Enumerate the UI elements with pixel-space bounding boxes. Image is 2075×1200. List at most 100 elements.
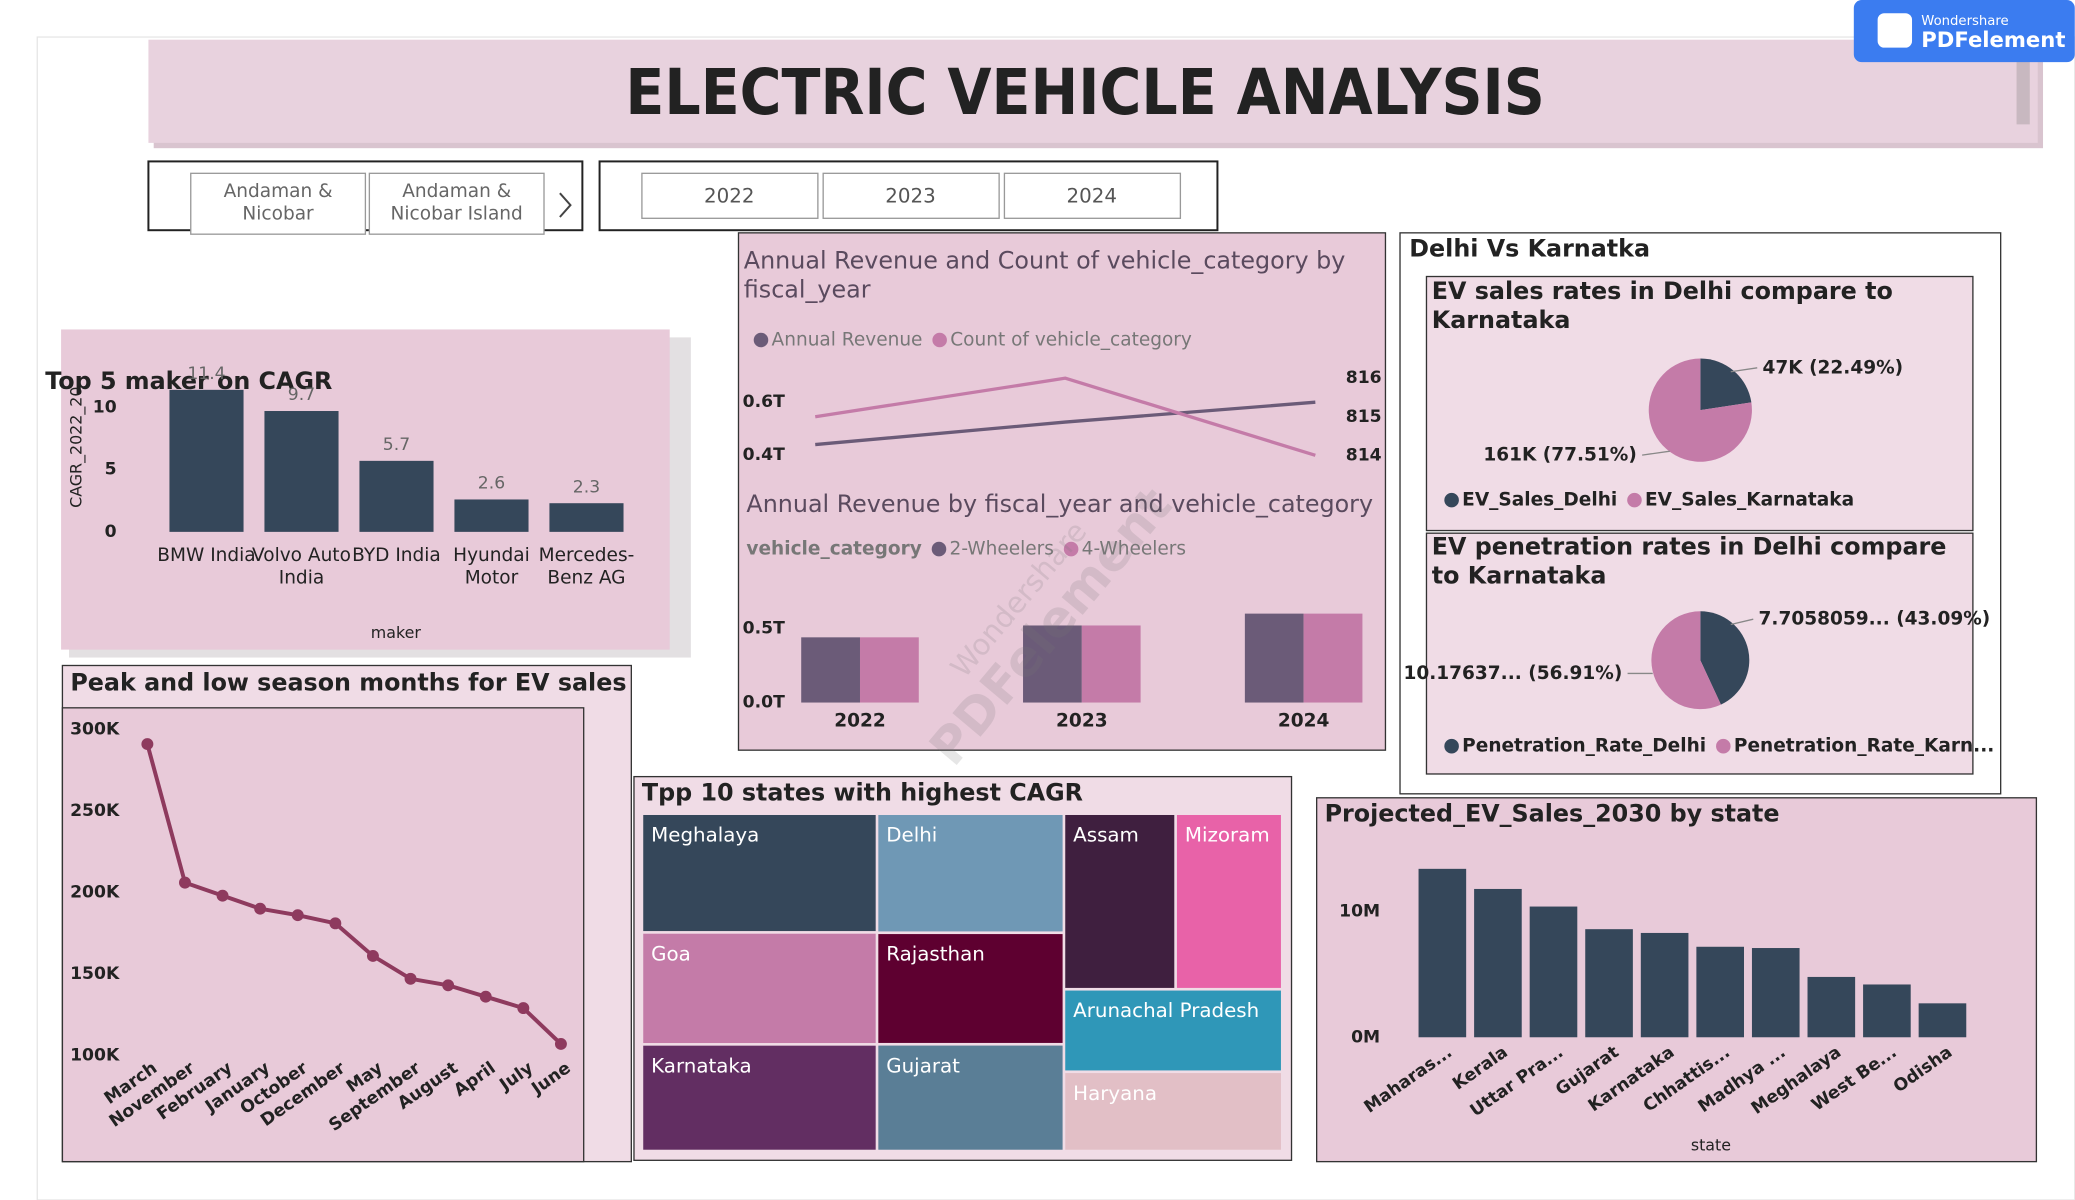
leader-line xyxy=(1642,450,1671,456)
y-tick-label: 815 xyxy=(1346,407,1382,427)
chart-title: Annual Revenue and Count of vehicle_cate… xyxy=(743,247,1346,304)
bar xyxy=(1585,929,1633,1038)
x-tick-label: 2024 xyxy=(1278,711,1330,732)
y-tick-label: 816 xyxy=(1346,368,1382,388)
point xyxy=(517,1002,530,1015)
y-tick-label: 0.5T xyxy=(743,618,785,638)
header-band xyxy=(148,39,2038,143)
bar xyxy=(859,637,919,703)
tile-label: Gujarat xyxy=(886,1054,960,1077)
text-box: BYD India xyxy=(352,545,441,566)
slicer-item[interactable]: 2023 xyxy=(885,185,935,208)
chart-title: Tpp 10 states with highest CAGR xyxy=(642,778,1083,806)
treemap-tile xyxy=(1065,990,1281,1071)
bar xyxy=(1418,868,1467,1038)
y-axis-label: CAGR_2022_20 xyxy=(66,387,86,508)
data-label: 161K (77.51%) xyxy=(1483,445,1636,466)
y-tick-label: 0.6T xyxy=(743,392,785,412)
point xyxy=(141,738,154,751)
section-title: Delhi Vs Karnatka xyxy=(1409,235,1650,263)
y-tick-label: 814 xyxy=(1346,445,1382,465)
tile-label: Meghalaya xyxy=(651,824,759,847)
bar xyxy=(1918,1003,1967,1038)
x-axis-label: maker xyxy=(371,623,422,642)
legend-entry: EV_Sales_Delhi xyxy=(1462,490,1617,511)
data-label: 2.3 xyxy=(573,477,600,497)
data-label: 9.7 xyxy=(288,385,315,405)
treemap-tile xyxy=(1065,1073,1281,1150)
pie-slice xyxy=(1651,611,1721,710)
chart-title: EV sales rates in Delhi compare to Karna… xyxy=(1431,277,1893,335)
slicer-button[interactable] xyxy=(368,172,545,235)
text-box: Annual Revenue and Count of vehicle_cate… xyxy=(743,247,1346,304)
slicer-button[interactable] xyxy=(1003,172,1182,219)
legend-marker xyxy=(753,332,769,348)
treemap-tile xyxy=(878,814,1063,932)
slicer-button[interactable] xyxy=(822,172,1000,219)
y-tick-label: 0.0T xyxy=(743,693,785,713)
slicer-item[interactable]: Andaman & Nicobar xyxy=(223,181,333,225)
pie-slice xyxy=(1700,358,1752,411)
data-label: 47K (22.49%) xyxy=(1763,357,1904,378)
text-box: Andaman & Nicobar Island xyxy=(390,181,523,225)
leader-line xyxy=(1730,367,1758,373)
slicer-item[interactable]: 2022 xyxy=(704,185,754,208)
legend-marker xyxy=(932,332,947,348)
slicer-button[interactable] xyxy=(190,172,367,235)
y-tick-label: 200K xyxy=(70,882,120,902)
slicer-item[interactable]: 2024 xyxy=(1067,185,1117,208)
chart-title: Projected_EV_Sales_2030 by state xyxy=(1325,799,1780,827)
legend-marker xyxy=(1627,492,1642,508)
tile-label: Mizoram xyxy=(1185,824,1270,847)
data-label: 5.7 xyxy=(383,435,410,455)
x-tick-label: 2023 xyxy=(1056,711,1108,732)
y-tick-label: 10 xyxy=(93,397,117,417)
point xyxy=(254,902,267,915)
slicer-item[interactable]: Andaman & Nicobar Island xyxy=(390,181,523,225)
tile-label: Rajasthan xyxy=(886,943,985,966)
slicer-next-arrow[interactable] xyxy=(559,192,572,218)
legend-entry: Penetration_Rate_Karn... xyxy=(1734,736,1994,757)
tile-label: Karnataka xyxy=(651,1054,752,1077)
legend-marker xyxy=(1063,541,1079,557)
x-tick-label: 2022 xyxy=(834,711,886,732)
point xyxy=(366,949,379,962)
point xyxy=(179,876,191,889)
y-tick-label: 0.4T xyxy=(743,445,785,465)
legend-marker xyxy=(1444,492,1459,508)
tile-label: Arunachal Pradesh xyxy=(1073,999,1259,1022)
y-tick-label: 10M xyxy=(1339,902,1380,922)
chart-title: Peak and low season months for EV sales xyxy=(70,669,626,697)
treemap-tile xyxy=(643,1045,876,1150)
point xyxy=(216,889,229,902)
point xyxy=(554,1038,567,1050)
tile-label: Delhi xyxy=(886,824,937,847)
legend-marker xyxy=(1444,738,1459,754)
badge-icon xyxy=(1877,13,1913,48)
line xyxy=(814,376,1316,457)
bar xyxy=(1023,625,1082,703)
legend-entry: EV_Sales_Karnataka xyxy=(1645,490,1854,511)
y-tick-label: 300K xyxy=(70,719,120,739)
point xyxy=(442,979,455,992)
bar xyxy=(1303,613,1363,703)
data-label: 11.4 xyxy=(187,364,225,384)
legend-entry: 2-Wheelers xyxy=(950,539,1054,560)
text-box: Volvo Auto India xyxy=(252,545,351,588)
y-tick-label: 250K xyxy=(70,801,120,821)
scrollbar xyxy=(2016,60,2030,125)
pie-slice xyxy=(1648,358,1752,462)
page-title: ELECTRIC VEHICLE ANALYSIS xyxy=(625,55,1545,129)
legend-entry: Annual Revenue xyxy=(772,330,923,351)
bar xyxy=(1696,946,1745,1038)
text-box: Andaman & Nicobar xyxy=(223,181,333,225)
bar xyxy=(264,411,339,532)
y-tick-label: 0 xyxy=(105,522,117,542)
slicer-button[interactable] xyxy=(641,172,819,219)
point xyxy=(329,917,342,930)
leader-line xyxy=(1730,618,1754,626)
legend-entry: Count of vehicle_category xyxy=(950,330,1192,351)
legend-entry: Penetration_Rate_Delhi xyxy=(1462,736,1706,757)
